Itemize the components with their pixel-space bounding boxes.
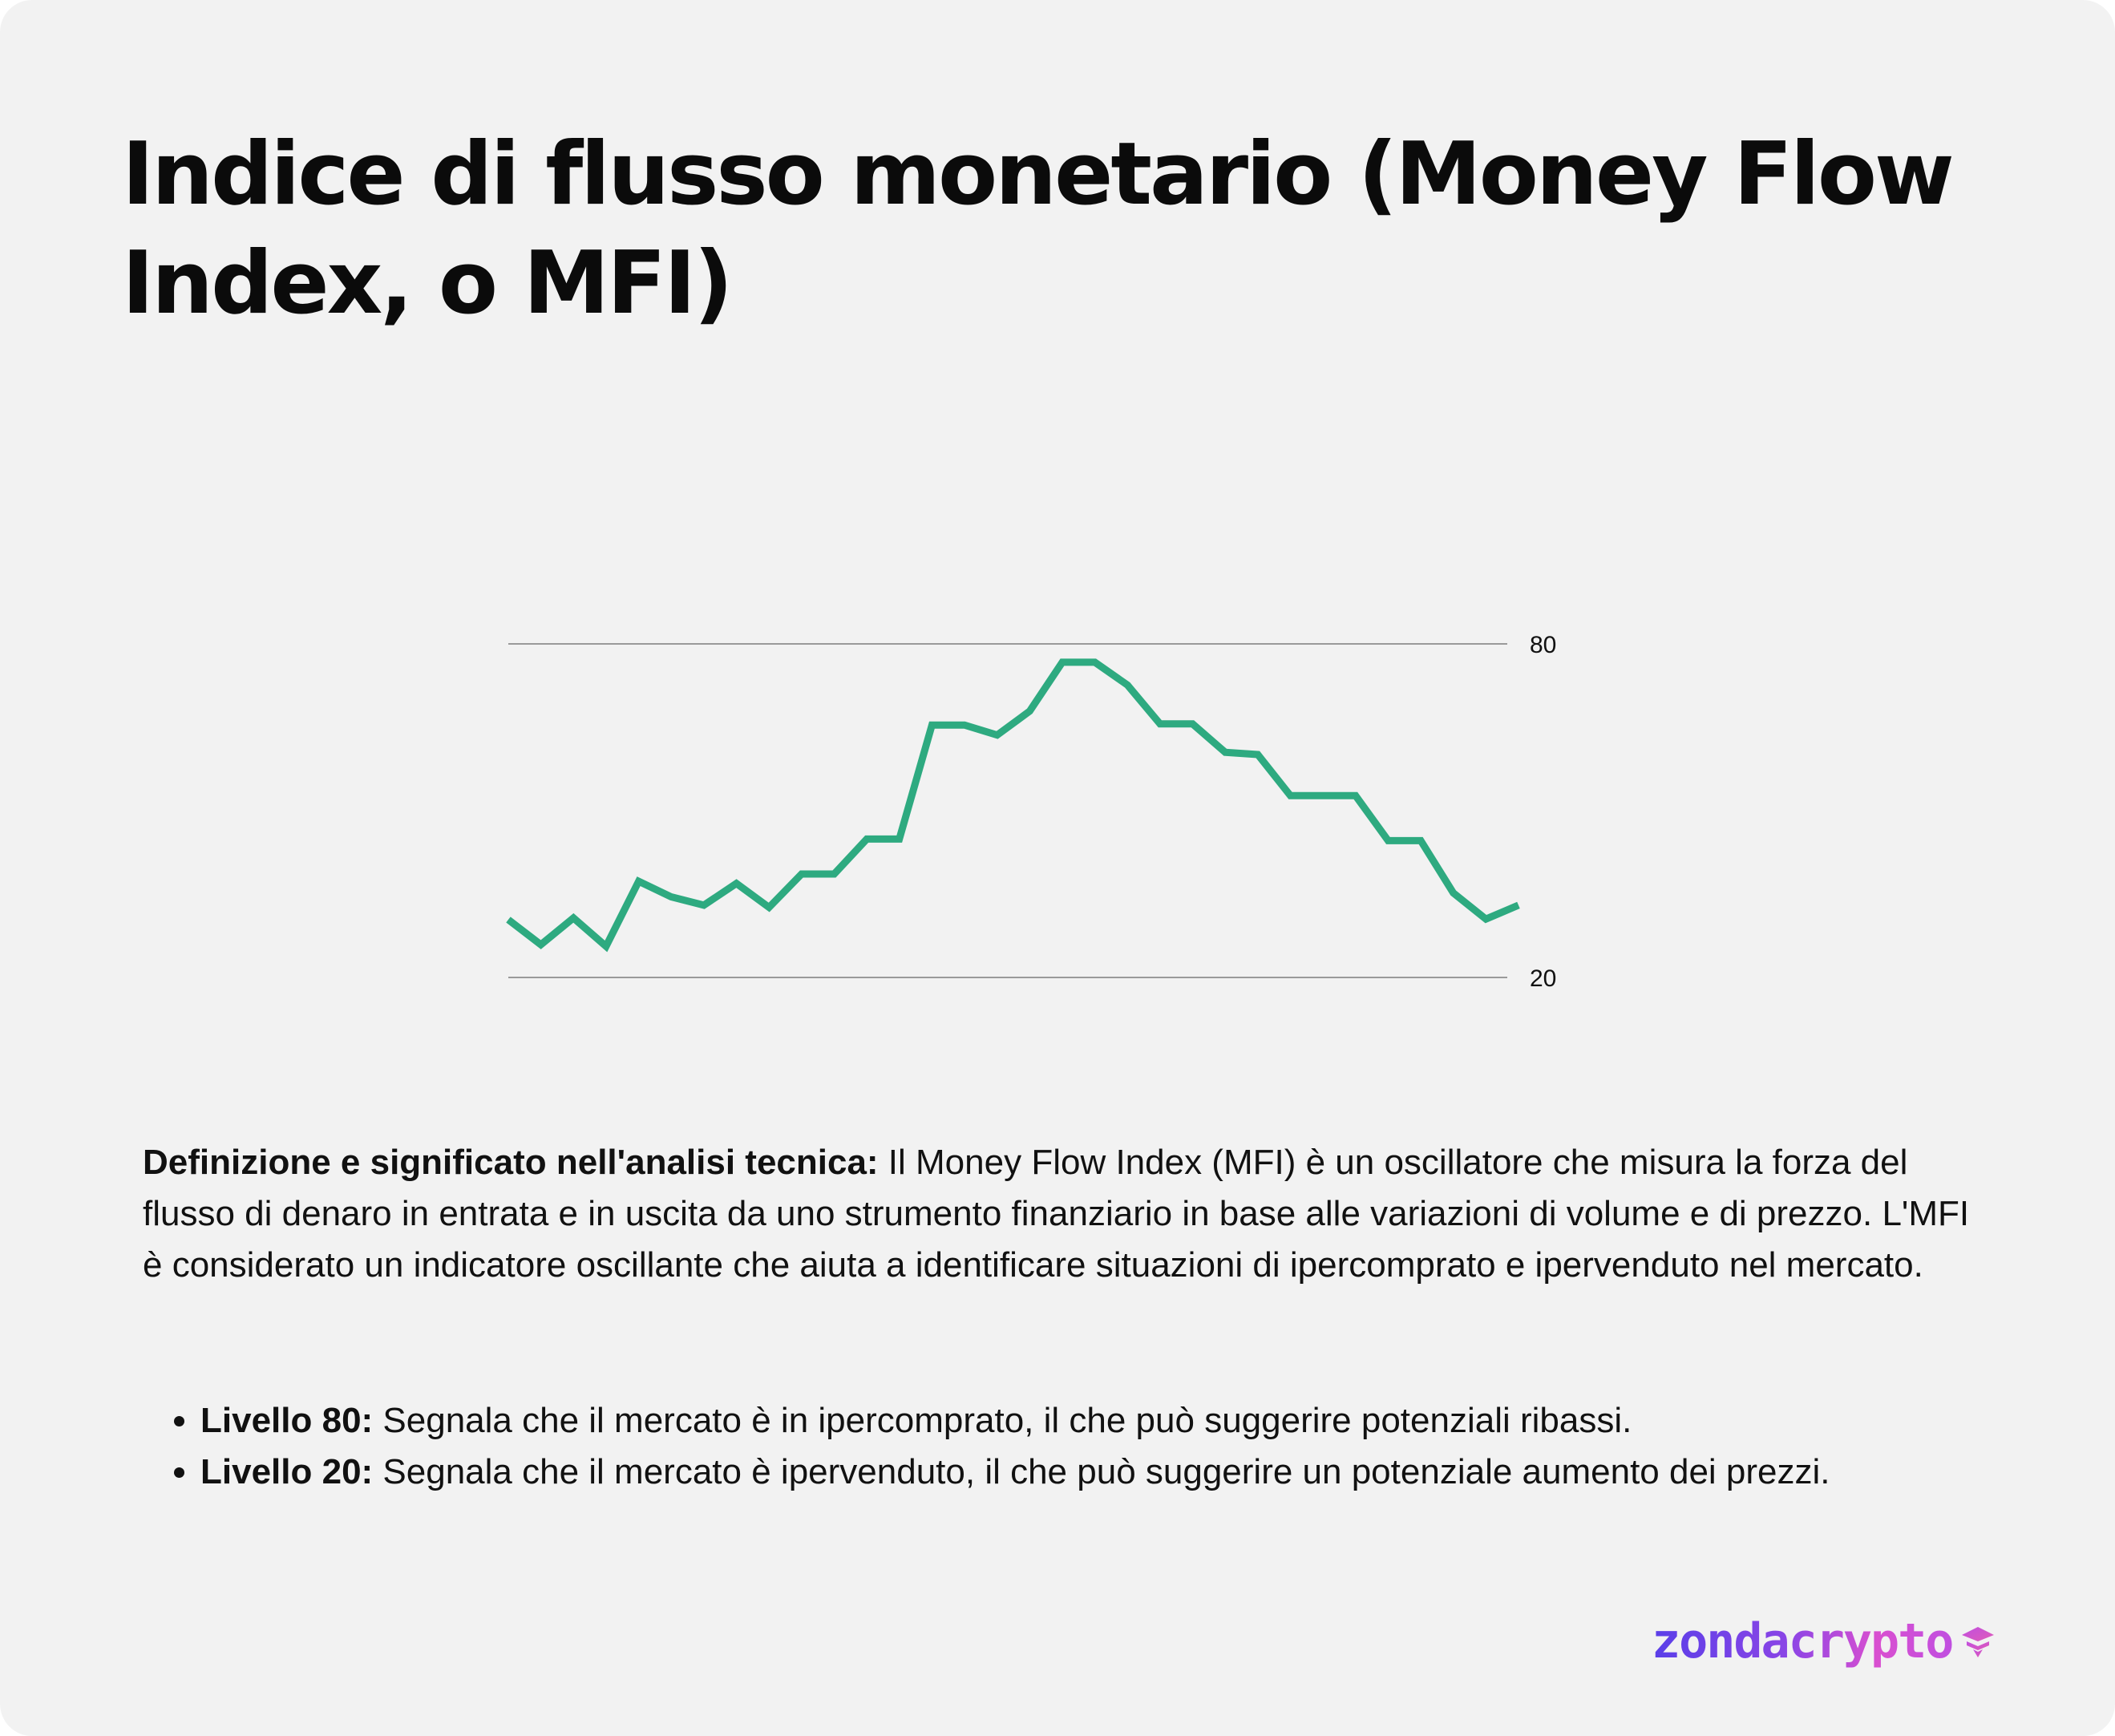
list-item: Livello 20: Segnala che il mercato è ipe… [200,1447,2044,1498]
description: Definizione e significato nell'analisi t… [143,1137,1987,1291]
reference-label-20: 20 [1530,965,1556,992]
chart-series [506,658,1520,953]
zondacrypto-logo-icon [1962,1627,1995,1657]
list-item-lead: Livello 80: [200,1401,374,1440]
list-item: Livello 80: Segnala che il mercato è in … [200,1395,2044,1447]
series-line-0 [506,658,1520,953]
reference-label-80: 80 [1530,632,1556,658]
level-list: Livello 80: Segnala che il mercato è in … [160,1395,2044,1498]
page-title: Indice di flusso monetario (Money Flow I… [122,124,1955,334]
list-item-text: Segnala che il mercato è in ipercomprato… [373,1401,1632,1440]
brand-logo-text: zondacrypto [1652,1613,1954,1669]
list-item-lead: Livello 20: [200,1452,374,1491]
list-item-text: Segnala che il mercato è ipervenduto, il… [373,1452,1830,1491]
description-lead: Definizione e significato nell'analisi t… [143,1143,879,1182]
description-text: Il Money Flow Index (MFI) è un oscillato… [143,1143,1970,1285]
reference-lines: 80 20 [508,632,1556,992]
brand-logo: zondacrypto [1652,1613,1997,1669]
